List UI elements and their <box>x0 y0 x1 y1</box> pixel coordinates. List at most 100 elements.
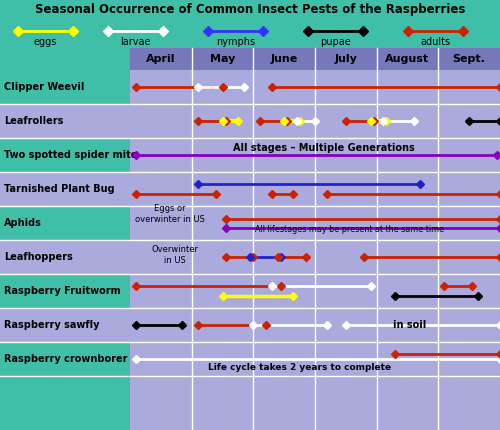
Bar <box>254 274 315 308</box>
Bar <box>438 104 500 138</box>
Bar <box>376 138 438 172</box>
Text: Life cycle takes 2 years to complete: Life cycle takes 2 years to complete <box>208 362 392 372</box>
Text: nymphs: nymphs <box>216 37 255 47</box>
Bar <box>254 206 315 240</box>
Bar <box>130 172 192 206</box>
Bar <box>130 274 192 308</box>
Text: Sept.: Sept. <box>452 54 486 64</box>
Bar <box>254 240 315 274</box>
Bar <box>376 274 438 308</box>
Bar <box>315 342 376 376</box>
Bar <box>254 70 315 104</box>
Bar <box>315 376 376 430</box>
Text: July: July <box>334 54 357 64</box>
Bar <box>254 48 315 70</box>
Bar <box>130 138 192 172</box>
Bar <box>376 240 438 274</box>
Bar <box>0 0 500 20</box>
Text: Leafrollers: Leafrollers <box>4 116 64 126</box>
Bar <box>315 70 376 104</box>
Bar <box>192 138 254 172</box>
Bar <box>192 274 254 308</box>
Text: June: June <box>270 54 298 64</box>
Bar <box>438 138 500 172</box>
Bar <box>192 240 254 274</box>
Bar <box>0 308 130 342</box>
Bar <box>438 206 500 240</box>
Text: All lifestages may be present at the same time: All lifestages may be present at the sam… <box>256 225 444 234</box>
Bar <box>192 206 254 240</box>
Bar <box>130 206 192 240</box>
Bar <box>0 342 130 376</box>
Bar <box>0 20 500 48</box>
Bar <box>438 274 500 308</box>
Bar <box>130 342 192 376</box>
Bar <box>376 308 438 342</box>
Bar <box>438 70 500 104</box>
Bar <box>376 172 438 206</box>
Bar <box>438 376 500 430</box>
Bar <box>254 342 315 376</box>
Bar <box>192 48 254 70</box>
Text: August: August <box>386 54 430 64</box>
Bar <box>315 240 376 274</box>
Bar <box>376 104 438 138</box>
Bar <box>0 274 130 308</box>
Bar <box>254 104 315 138</box>
Text: Raspberry sawfly: Raspberry sawfly <box>4 320 100 330</box>
Text: All stages – Multiple Generations: All stages – Multiple Generations <box>234 143 415 153</box>
Bar <box>254 308 315 342</box>
Text: Aphids: Aphids <box>4 218 42 228</box>
Bar <box>192 308 254 342</box>
Text: in soil: in soil <box>394 320 426 330</box>
Text: Two spotted spider mite: Two spotted spider mite <box>4 150 138 160</box>
Bar <box>376 48 438 70</box>
Bar <box>315 48 376 70</box>
Bar <box>130 48 192 70</box>
Bar <box>0 376 130 430</box>
Bar <box>0 172 130 206</box>
Bar <box>0 138 130 172</box>
Text: Eggs or
overwinter in US: Eggs or overwinter in US <box>135 204 205 224</box>
Text: larvae: larvae <box>120 37 151 47</box>
Text: Overwinter
in US: Overwinter in US <box>152 245 198 265</box>
Text: Tarnished Plant Bug: Tarnished Plant Bug <box>4 184 114 194</box>
Text: Leafhoppers: Leafhoppers <box>4 252 73 262</box>
Text: pupae: pupae <box>320 37 351 47</box>
Bar <box>0 240 130 274</box>
Bar <box>192 104 254 138</box>
Bar <box>438 342 500 376</box>
Bar <box>438 48 500 70</box>
Text: Raspberry crownborer: Raspberry crownborer <box>4 354 128 364</box>
Bar <box>254 138 315 172</box>
Bar <box>315 138 376 172</box>
Bar <box>192 376 254 430</box>
Bar <box>438 172 500 206</box>
Bar <box>376 70 438 104</box>
Bar <box>254 172 315 206</box>
Bar <box>254 376 315 430</box>
Bar <box>130 104 192 138</box>
Bar <box>0 48 130 70</box>
Text: May: May <box>210 54 235 64</box>
Text: Seasonal Occurrence of Common Insect Pests of the Raspberries: Seasonal Occurrence of Common Insect Pes… <box>35 3 465 16</box>
Bar <box>192 342 254 376</box>
Bar <box>315 172 376 206</box>
Text: Raspberry Fruitworm: Raspberry Fruitworm <box>4 286 120 296</box>
Bar <box>130 308 192 342</box>
Bar <box>130 376 192 430</box>
Text: adults: adults <box>420 37 450 47</box>
Bar <box>192 172 254 206</box>
Text: Clipper Weevil: Clipper Weevil <box>4 82 84 92</box>
Bar <box>438 240 500 274</box>
Bar <box>315 206 376 240</box>
Bar <box>376 376 438 430</box>
Text: eggs: eggs <box>34 37 57 47</box>
Bar <box>315 308 376 342</box>
Bar <box>0 206 130 240</box>
Text: April: April <box>146 54 176 64</box>
Bar <box>315 274 376 308</box>
Bar <box>0 104 130 138</box>
Bar <box>315 104 376 138</box>
Bar <box>192 70 254 104</box>
